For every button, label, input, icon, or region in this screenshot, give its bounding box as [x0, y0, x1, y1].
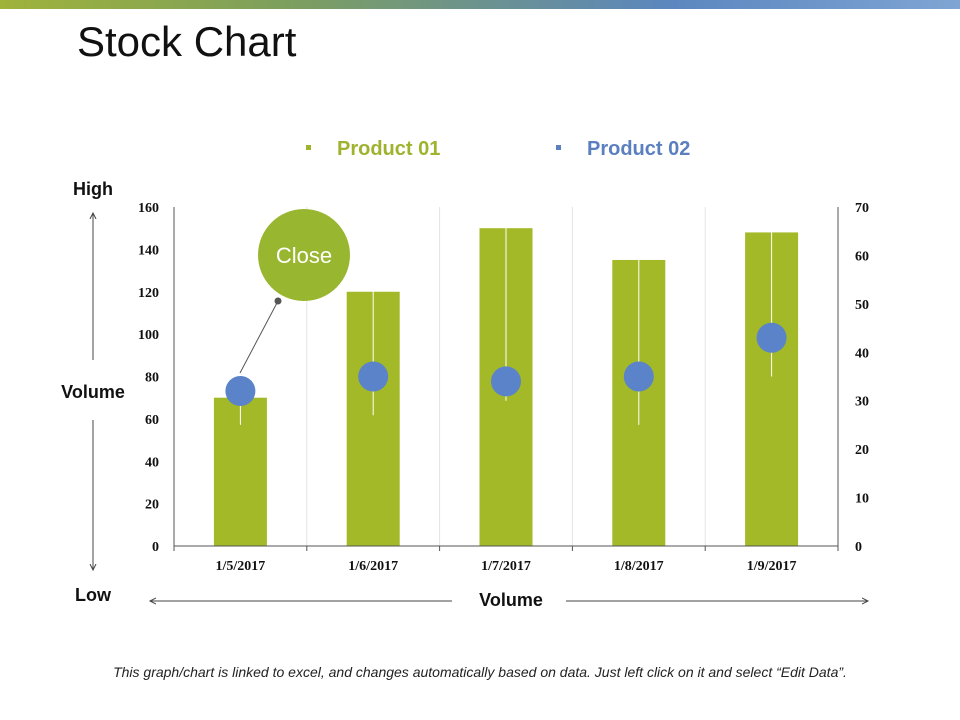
- left-tick-label: 160: [138, 201, 159, 216]
- close-points: [225, 322, 787, 407]
- left-tick-label: 60: [145, 413, 159, 428]
- low-label: Low: [75, 585, 112, 605]
- right-tick-label: 70: [855, 201, 869, 216]
- legend-item-product-01[interactable]: Product 01: [306, 138, 440, 161]
- left-tick-label: 120: [138, 286, 159, 301]
- legend-swatch-product-02: [556, 145, 561, 151]
- left-tick-label: 100: [138, 328, 159, 343]
- right-tick-label: 30: [855, 395, 869, 410]
- right-tick-label: 0: [855, 540, 862, 555]
- right-tick-label: 20: [855, 443, 869, 458]
- high-label: High: [73, 179, 113, 199]
- top-accent-bar: [0, 0, 960, 9]
- left-tick-label: 40: [145, 455, 159, 470]
- legend-item-product-02[interactable]: Product 02: [556, 138, 690, 161]
- left-tick-label: 80: [145, 371, 159, 386]
- right-tick-label: 50: [855, 298, 869, 313]
- x-tick-label: 1/6/2017: [348, 559, 398, 574]
- callout-bubble: [258, 209, 350, 301]
- left-tick-label: 20: [145, 498, 159, 513]
- legend-swatch-product-01: [306, 145, 311, 151]
- close-point: [623, 361, 654, 392]
- close-point: [491, 366, 521, 397]
- grid-lines: [306, 207, 706, 546]
- volume-bottom-label: Volume: [479, 590, 543, 610]
- footnote: This graph/chart is linked to excel, and…: [113, 664, 847, 680]
- left-tick-label: 0: [152, 540, 159, 555]
- left-tick-label: 140: [138, 243, 159, 258]
- legend-label-product-02: Product 02: [587, 138, 691, 160]
- right-tick-label: 40: [855, 346, 869, 361]
- x-tick-label: 1/7/2017: [481, 559, 531, 574]
- close-point: [358, 361, 389, 392]
- callout-leader-line: [239, 300, 279, 374]
- callout-label: Close: [276, 243, 332, 268]
- close-point: [225, 376, 256, 407]
- axes: [173, 207, 839, 551]
- x-tick-label: 1/9/2017: [747, 559, 797, 574]
- close-point: [756, 322, 787, 353]
- right-tick-label: 60: [855, 249, 869, 264]
- tick-labels: 1/5/2017 1/6/2017 1/7/2017 1/8/2017 1/9/2017…: [138, 201, 869, 574]
- x-tick-label: 1/5/2017: [216, 559, 266, 574]
- page-title: Stock Chart: [77, 18, 297, 65]
- callout-leader-dot: [274, 297, 282, 305]
- x-tick-label: 1/8/2017: [614, 559, 664, 574]
- right-tick-label: 10: [855, 492, 869, 507]
- legend-label-product-01: Product 01: [337, 138, 441, 160]
- volume-left-label: Volume: [61, 382, 125, 402]
